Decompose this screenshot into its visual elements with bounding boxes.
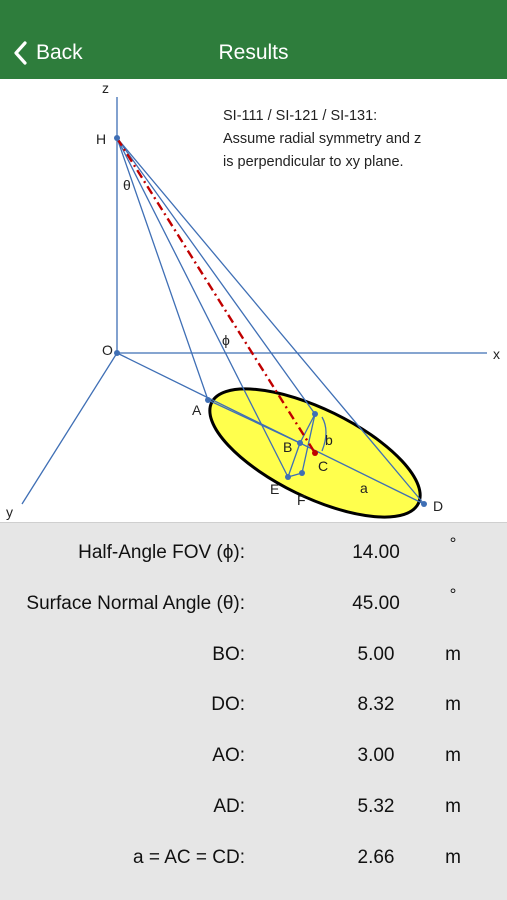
note-line-2: Assume radial symmetry and z	[223, 131, 421, 147]
result-row-a: a = AC = CD: 2.66 m	[0, 833, 507, 884]
label-x: x	[493, 346, 500, 362]
result-label: Surface Normal Angle (θ):	[26, 592, 245, 614]
label-B: B	[283, 439, 292, 455]
label-b: b	[325, 432, 333, 448]
label-E: E	[270, 481, 279, 497]
result-row-surface-normal: Surface Normal Angle (θ): 45.00 °	[0, 579, 507, 630]
result-label: BO:	[212, 643, 245, 665]
result-row-ad: AD: 5.32 m	[0, 782, 507, 833]
back-label: Back	[36, 41, 83, 64]
result-label: AO:	[212, 745, 245, 767]
chevron-left-icon	[14, 41, 27, 65]
result-row-half-angle: Half-Angle FOV (ϕ): 14.00 °	[0, 528, 507, 579]
result-unit: m	[445, 846, 461, 868]
result-unit: m	[445, 694, 461, 716]
result-unit: °	[449, 584, 457, 604]
label-F: F	[297, 492, 306, 508]
y-axis	[21, 352, 118, 505]
result-value: 8.32	[357, 694, 395, 716]
result-row-bo: BO: 5.00 m	[0, 630, 507, 681]
result-value: 5.00	[357, 643, 395, 665]
label-C: C	[318, 458, 328, 474]
note-line-3: is perpendicular to xy plane.	[223, 154, 404, 170]
result-value: 2.66	[357, 846, 395, 868]
nav-bar: Back Results	[0, 0, 507, 79]
results-list: Half-Angle FOV (ϕ): 14.00 ° Surface Norm…	[0, 528, 507, 884]
result-value: 45.00	[352, 592, 400, 614]
result-unit: m	[445, 745, 461, 767]
label-theta: θ	[123, 177, 131, 193]
result-value: 3.00	[357, 745, 395, 767]
result-value: 5.32	[357, 795, 395, 817]
result-unit: m	[445, 795, 461, 817]
note-line-1: SI-111 / SI-121 / SI-131:	[223, 108, 377, 124]
normal-line	[115, 137, 317, 454]
label-z: z	[102, 80, 109, 96]
result-label: Half-Angle FOV (ϕ):	[78, 542, 245, 563]
result-unit: m	[445, 643, 461, 665]
back-button[interactable]: Back	[12, 36, 83, 70]
result-row-do: DO: 8.32 m	[0, 680, 507, 731]
footprint-ellipse	[208, 387, 422, 519]
label-A: A	[192, 402, 202, 418]
result-label: a = AC = CD:	[133, 846, 245, 868]
label-y: y	[6, 504, 13, 520]
result-label: DO:	[211, 694, 245, 716]
label-a: a	[360, 480, 368, 496]
label-O: O	[102, 342, 113, 358]
result-label: AD:	[213, 795, 245, 817]
result-value: 14.00	[352, 542, 400, 563]
geometry-diagram: z x y H O θ ϕ A B C D E F a b SI-111 / S…	[0, 79, 507, 523]
label-phi: ϕ	[222, 332, 230, 348]
label-D: D	[433, 498, 443, 514]
result-row-ao: AO: 3.00 m	[0, 731, 507, 782]
result-unit: °	[449, 534, 457, 553]
label-H: H	[96, 131, 106, 147]
